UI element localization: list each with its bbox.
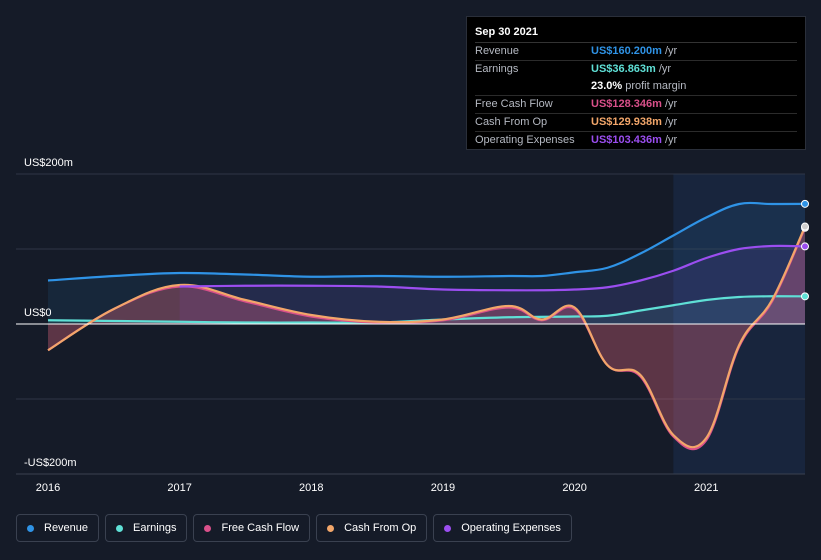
tooltip-value-revenue: US$160.200m bbox=[591, 45, 662, 57]
tooltip-row-cfo: Cash From Op US$129.938m /yr bbox=[475, 114, 797, 132]
x-tick-label: 2020 bbox=[562, 482, 586, 494]
x-tick-label: 2019 bbox=[431, 482, 455, 494]
tooltip-value-earnings: US$36.863m bbox=[591, 63, 656, 75]
legend: Revenue Earnings Free Cash Flow Cash Fro… bbox=[16, 514, 572, 542]
end-dot-earnings bbox=[801, 292, 809, 301]
x-axis-ticks: 2016 2017 2018 2019 2020 2021 bbox=[36, 482, 719, 494]
tooltip-date: Sep 30 2021 bbox=[475, 23, 797, 43]
legend-dot-icon bbox=[116, 524, 124, 532]
tooltip-row-margin: 23.0% profit margin bbox=[475, 78, 797, 96]
legend-label: Operating Expenses bbox=[461, 522, 561, 534]
tooltip-value-cfo: US$129.938m bbox=[591, 116, 662, 128]
tooltip-unit: /yr bbox=[658, 63, 672, 75]
x-tick-label: 2017 bbox=[167, 482, 191, 494]
area-cash-from-op bbox=[48, 226, 805, 448]
end-dot-cash-from-op bbox=[801, 222, 809, 231]
tooltip-row-opex: Operating Expenses US$103.436m /yr bbox=[475, 132, 797, 149]
tooltip-row-earnings: Earnings US$36.863m /yr bbox=[475, 61, 797, 78]
line-operating-expenses bbox=[179, 244, 806, 292]
end-dot-operating-expenses bbox=[801, 242, 809, 251]
tooltip-value-margin: 23.0% bbox=[591, 80, 623, 92]
tooltip-value-fcf: US$128.346m bbox=[591, 98, 662, 110]
legend-item-earnings[interactable]: Earnings bbox=[105, 514, 188, 542]
area-free-cash-flow bbox=[48, 227, 805, 450]
tooltip-unit: /yr bbox=[664, 45, 678, 57]
legend-dot-icon bbox=[444, 524, 452, 532]
legend-dot-icon bbox=[327, 524, 335, 532]
end-dot-revenue bbox=[801, 199, 809, 208]
tooltip-row-fcf: Free Cash Flow US$128.346m /yr bbox=[475, 96, 797, 114]
data-tooltip: Sep 30 2021 Revenue US$160.200m /yr Earn… bbox=[466, 16, 806, 150]
legend-dot-icon bbox=[27, 524, 34, 532]
series-areas bbox=[48, 202, 806, 450]
area-revenue bbox=[48, 202, 805, 324]
tooltip-unit: /yr bbox=[664, 116, 678, 128]
tooltip-unit: /yr bbox=[664, 134, 678, 146]
y-tick-label: -US$200m bbox=[24, 457, 77, 469]
series-lines bbox=[47, 201, 807, 451]
area-earnings bbox=[48, 296, 805, 324]
tooltip-label: Operating Expenses bbox=[475, 134, 575, 146]
x-tick-label: 2021 bbox=[694, 482, 718, 494]
legend-label: Cash From Op bbox=[344, 522, 417, 534]
legend-item-cash-from-op[interactable]: Cash From Op bbox=[316, 514, 428, 542]
tooltip-value-opex: US$103.436m bbox=[591, 134, 662, 146]
tooltip-label: Free Cash Flow bbox=[475, 98, 553, 110]
line-revenue bbox=[47, 201, 806, 282]
tooltip-label-spacer bbox=[475, 78, 591, 95]
legend-label: Revenue bbox=[44, 522, 89, 534]
y-tick-label: US$200m bbox=[24, 157, 73, 169]
line-earnings bbox=[47, 295, 806, 324]
legend-item-operating-expenses[interactable]: Operating Expenses bbox=[433, 514, 572, 542]
tooltip-row-revenue: Revenue US$160.200m /yr bbox=[475, 43, 797, 61]
tooltip-margin-text: profit margin bbox=[625, 80, 687, 92]
y-tick-label: US$0 bbox=[24, 307, 52, 319]
series-end-dots bbox=[801, 199, 809, 301]
x-tick-label: 2018 bbox=[299, 482, 323, 494]
line-cash-from-op bbox=[47, 226, 807, 449]
tooltip-label: Earnings bbox=[475, 63, 519, 75]
x-tick-label: 2016 bbox=[36, 482, 60, 494]
tooltip-label: Revenue bbox=[475, 45, 520, 57]
legend-label: Earnings bbox=[133, 522, 177, 534]
gridlines bbox=[16, 173, 805, 475]
legend-item-free-cash-flow[interactable]: Free Cash Flow bbox=[193, 514, 311, 542]
legend-item-revenue[interactable]: Revenue bbox=[16, 514, 100, 542]
tooltip-unit: /yr bbox=[664, 98, 678, 110]
legend-label: Free Cash Flow bbox=[221, 522, 300, 534]
legend-dot-icon bbox=[204, 524, 212, 532]
area-operating-expenses bbox=[179, 245, 806, 324]
tooltip-label: Cash From Op bbox=[475, 116, 548, 128]
